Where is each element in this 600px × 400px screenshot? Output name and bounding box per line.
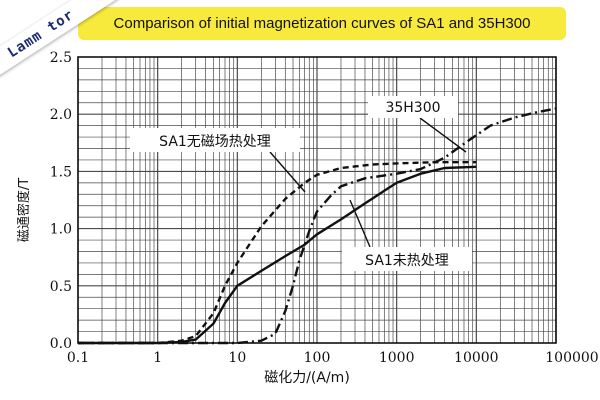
x-axis-label: 磁化力/(A/m) <box>264 370 350 386</box>
x-tick-label: 100 <box>304 350 331 366</box>
y-tick-label: 2.0 <box>50 107 72 123</box>
x-tick-label: 1 <box>153 350 162 366</box>
x-tick-label: 10 <box>228 350 246 366</box>
annotation-label: SA1未热处理 <box>365 253 449 269</box>
chart-annotations: SA1无磁场热处理 35H300 SA1未热处理 <box>130 96 472 271</box>
chart-grid <box>77 56 557 344</box>
annotation-label: SA1无磁场热处理 <box>159 134 271 150</box>
series-line-3 <box>78 107 557 345</box>
annotation-label-background <box>130 128 300 152</box>
y-tick-label: 2.5 <box>50 50 72 66</box>
y-tick-label: 0.0 <box>50 336 72 352</box>
annotation-label-background <box>342 247 472 271</box>
y-tick-label: 1.0 <box>50 222 72 238</box>
x-tick-label: 10000 <box>454 350 499 366</box>
plot-frame <box>77 56 557 344</box>
x-tick-label: 100000 <box>545 350 598 366</box>
annotation-leader-line <box>419 117 467 153</box>
annotation-leader-line <box>269 151 306 193</box>
annotation-label-background <box>368 96 458 118</box>
annotation-leader-line <box>349 199 371 248</box>
series-line-1 <box>78 160 477 345</box>
y-tick-label: 0.5 <box>50 279 72 295</box>
series-line-2 <box>78 165 477 345</box>
chart-series-group <box>78 107 557 345</box>
chart-title-banner: Comparison of initial magnetization curv… <box>78 7 566 40</box>
x-tick-label: 1000 <box>379 350 415 366</box>
y-axis-label: 磁通密度/T <box>16 178 32 242</box>
x-tick-label: 0.1 <box>67 350 89 366</box>
annotation-label: 35H300 <box>385 100 440 116</box>
chart-axes: 0.0 0.5 1.0 1.5 2.0 2.5 0.1 1 10 100 1000 10000 1000… <box>16 50 599 386</box>
y-tick-label: 1.5 <box>50 164 72 180</box>
